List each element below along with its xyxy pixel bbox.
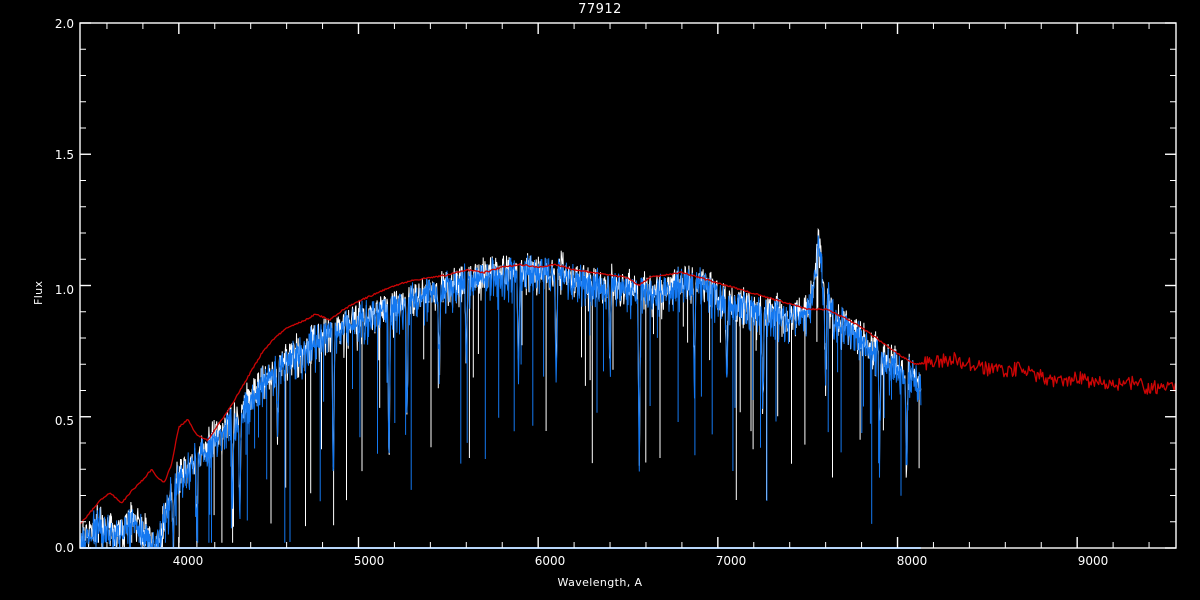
y-tick-label: 0.5 bbox=[54, 414, 74, 428]
y-tick-label: 2.0 bbox=[54, 17, 74, 31]
y-tick-label: 0.0 bbox=[54, 541, 74, 555]
model-template-red-line bbox=[79, 263, 1176, 525]
x-axis-label: Wavelength, A bbox=[557, 576, 643, 589]
page-title: 77912 bbox=[578, 2, 622, 17]
data-layer bbox=[79, 227, 1176, 550]
x-tick-label: 6000 bbox=[534, 554, 566, 568]
axes-frame bbox=[79, 22, 1177, 549]
x-tick-label: 8000 bbox=[896, 554, 928, 568]
x-tick-label: 5000 bbox=[353, 554, 385, 568]
x-tick-label: 9000 bbox=[1077, 554, 1109, 568]
x-tick-label: 4000 bbox=[172, 554, 204, 568]
x-tick-label: 7000 bbox=[715, 554, 747, 568]
y-tick-label: 1.0 bbox=[54, 283, 74, 297]
observed-spectrum-white-line bbox=[79, 227, 922, 550]
observed-spectrum-blue-line bbox=[79, 235, 922, 549]
y-tick-label: 1.5 bbox=[54, 148, 74, 162]
